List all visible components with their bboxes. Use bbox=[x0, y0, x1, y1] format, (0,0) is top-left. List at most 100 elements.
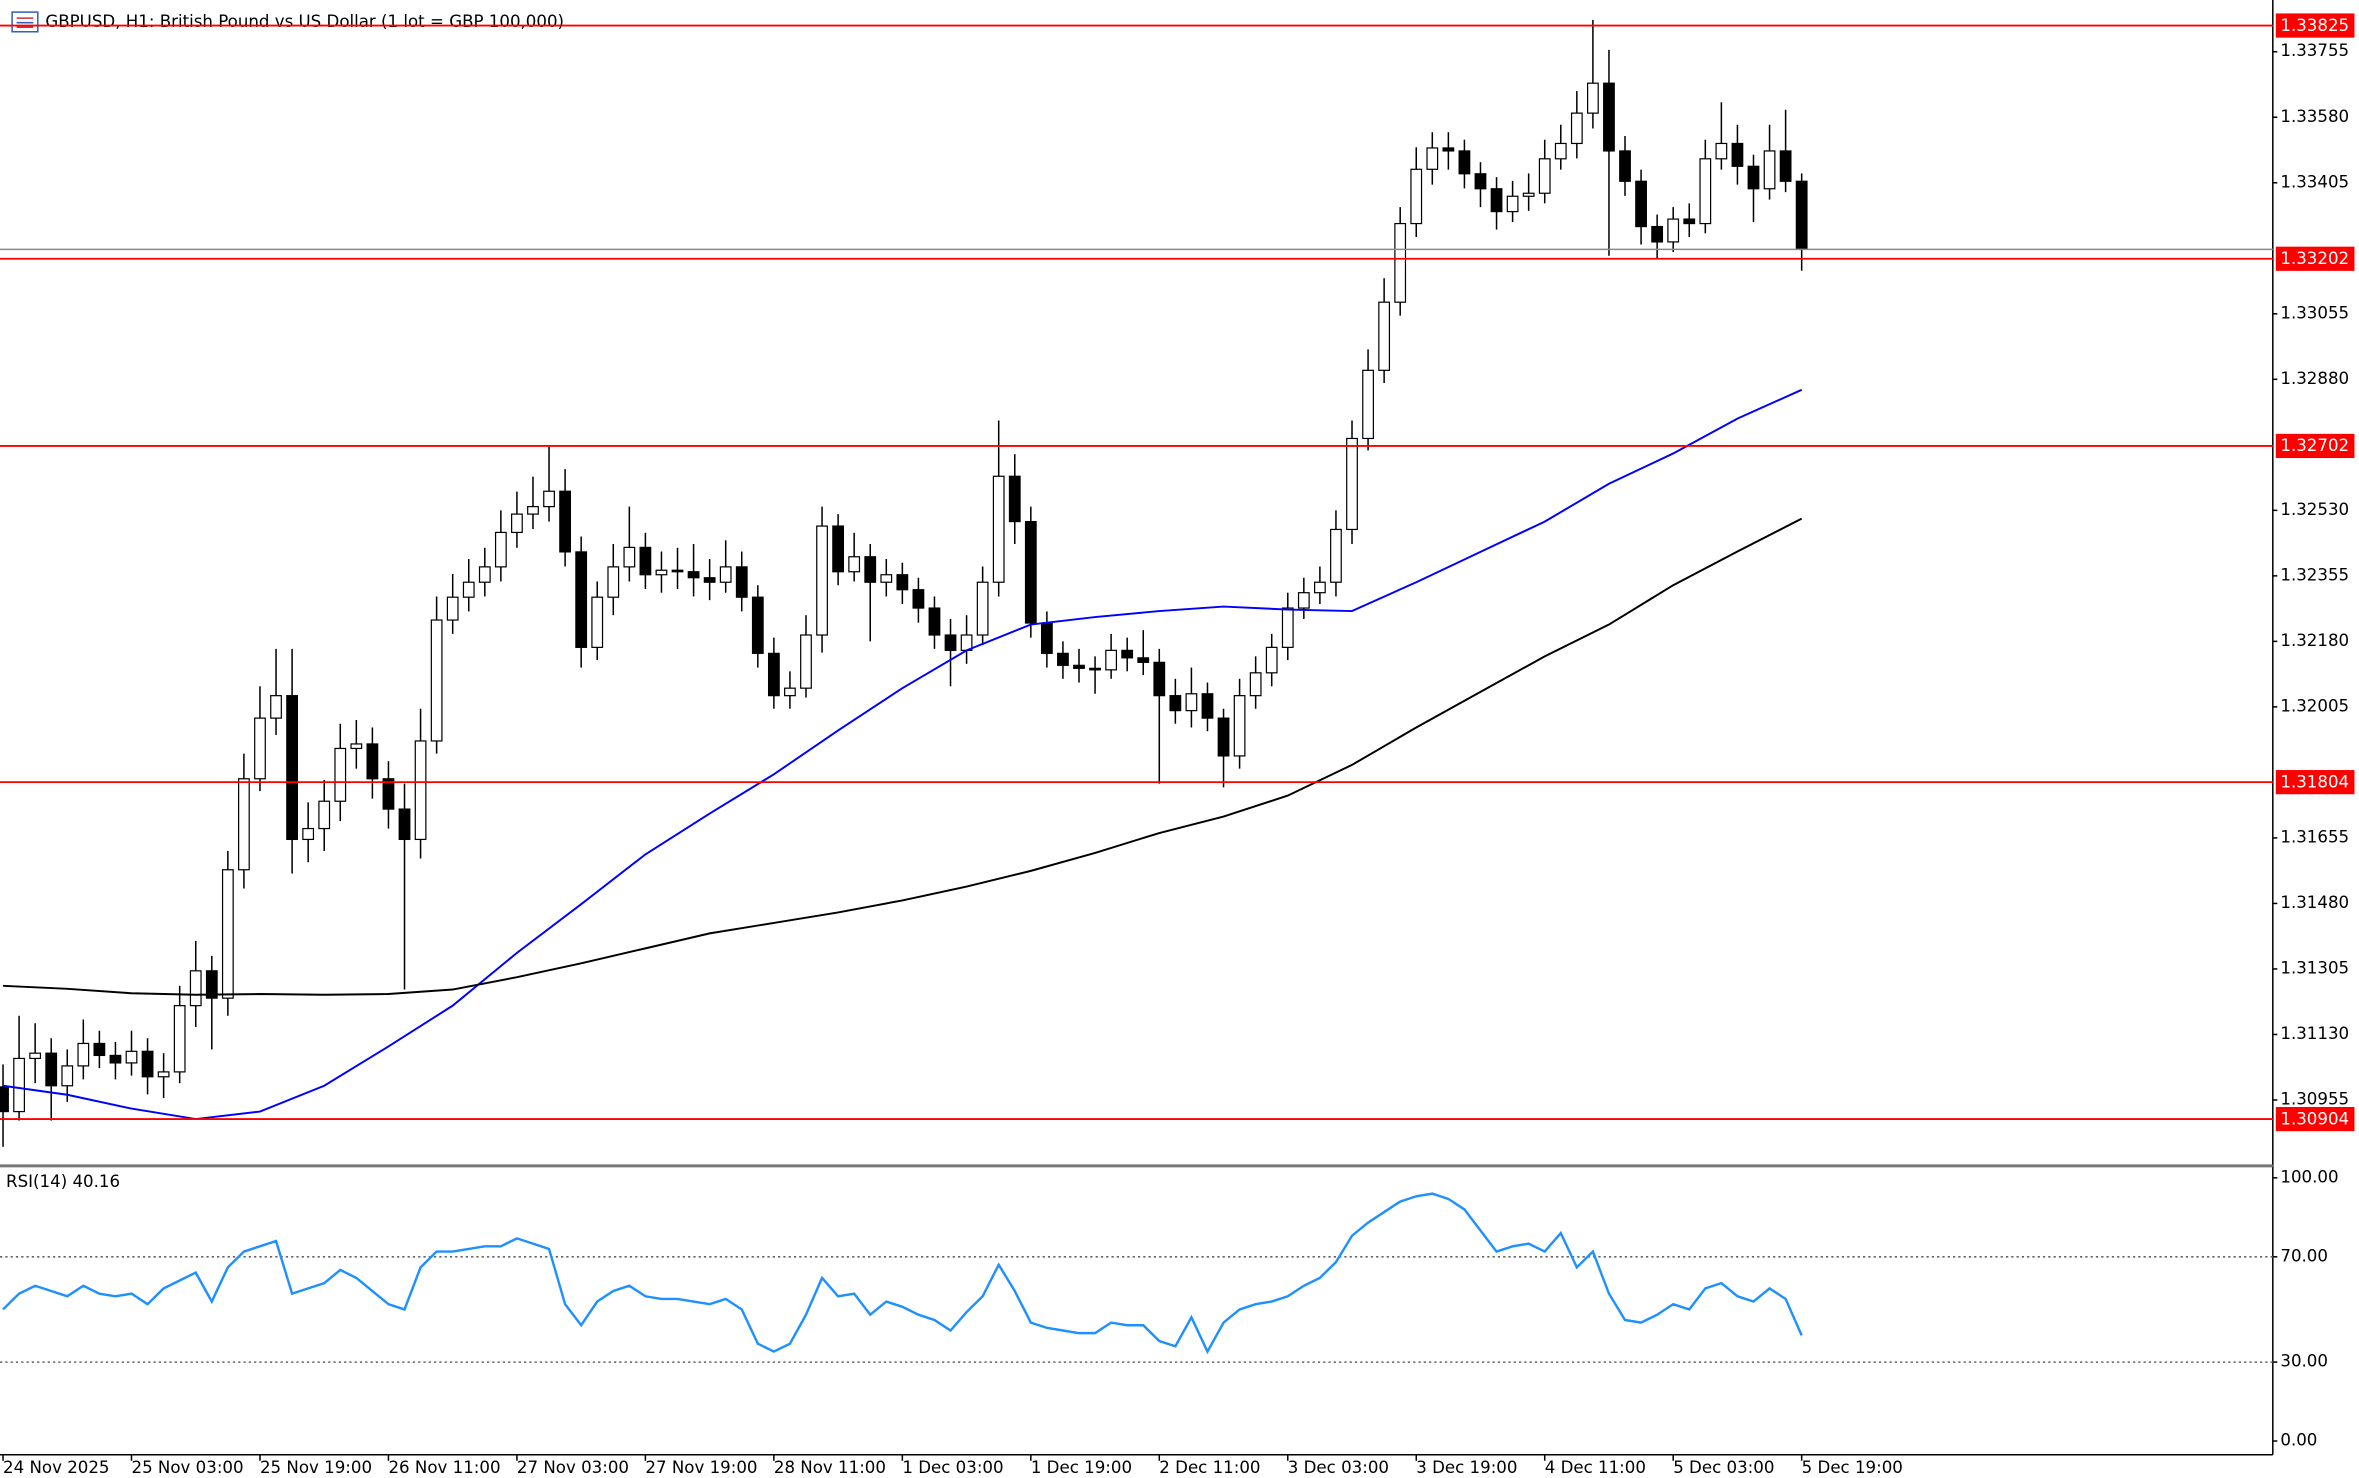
y-tick-label: 1.31130 bbox=[2280, 1024, 2349, 1043]
candle-body bbox=[1362, 369, 1374, 440]
candle-body bbox=[1474, 173, 1487, 190]
candle-body bbox=[944, 634, 957, 651]
candle-body bbox=[125, 1050, 138, 1064]
candle-body bbox=[1169, 695, 1182, 712]
x-tick-label: 26 Nov 11:00 bbox=[388, 1458, 500, 1477]
moving-average bbox=[2, 388, 1803, 1121]
candle-body bbox=[687, 571, 700, 579]
level-label: 1.33202 bbox=[2280, 249, 2349, 268]
candle-body bbox=[1731, 142, 1744, 167]
candle-body bbox=[719, 566, 732, 583]
candle-body bbox=[1201, 693, 1214, 719]
candle-body bbox=[494, 531, 507, 568]
y-tick-label: 100.00 bbox=[2280, 1167, 2338, 1186]
candle-body bbox=[1603, 82, 1615, 152]
candle-body bbox=[1570, 112, 1583, 145]
candle-body bbox=[446, 596, 459, 621]
candle-body bbox=[478, 566, 491, 583]
candle-body bbox=[189, 970, 202, 1007]
candle-body bbox=[1297, 592, 1310, 609]
candle-body bbox=[1699, 158, 1712, 225]
candle-body bbox=[1490, 188, 1503, 213]
candle-body bbox=[1442, 147, 1455, 152]
candle-body bbox=[334, 747, 347, 802]
candle-body bbox=[1040, 622, 1053, 654]
candle-body bbox=[238, 778, 250, 871]
candle-body bbox=[1538, 158, 1551, 194]
rsi-line bbox=[2, 1192, 1803, 1355]
candle-body bbox=[639, 546, 652, 576]
candle-body bbox=[0, 1086, 9, 1113]
candle-body bbox=[735, 566, 748, 598]
candle-body bbox=[141, 1050, 154, 1078]
candle-body bbox=[848, 556, 861, 573]
x-tick-label: 1 Dec 03:00 bbox=[902, 1458, 1003, 1477]
candle-body bbox=[928, 607, 941, 636]
candle-body bbox=[254, 717, 266, 780]
candle-body bbox=[29, 1052, 42, 1060]
y-tick-label: 1.31305 bbox=[2280, 958, 2349, 977]
candle-body bbox=[414, 740, 427, 841]
candle-body bbox=[1024, 520, 1037, 624]
candle-body bbox=[607, 566, 620, 598]
x-tick-label: 27 Nov 03:00 bbox=[517, 1458, 629, 1477]
candle-body bbox=[527, 505, 539, 515]
candle-body bbox=[1137, 657, 1150, 663]
candle-body bbox=[832, 525, 845, 573]
candle-body bbox=[350, 743, 363, 750]
level-label-box bbox=[2275, 433, 2355, 459]
candle-body bbox=[992, 475, 1005, 583]
candle-body bbox=[1378, 301, 1391, 371]
candle-body bbox=[559, 490, 572, 553]
candle-body bbox=[61, 1065, 74, 1087]
candle-body bbox=[93, 1042, 106, 1057]
x-tick-label: 1 Dec 19:00 bbox=[1031, 1458, 1132, 1477]
candle-body bbox=[1522, 192, 1535, 197]
candle-body bbox=[1779, 150, 1792, 182]
candle-body bbox=[318, 800, 331, 830]
candle-body bbox=[1506, 195, 1519, 213]
candle-body bbox=[173, 1005, 186, 1073]
candle-body bbox=[1330, 528, 1342, 583]
candle-body bbox=[1426, 147, 1439, 170]
candle-body bbox=[382, 778, 395, 810]
candle-body bbox=[1057, 652, 1069, 666]
level-label-box bbox=[2275, 770, 2355, 795]
candle-body bbox=[109, 1054, 122, 1064]
y-tick-label: 1.32530 bbox=[2280, 500, 2349, 519]
y-tick-label: 1.33405 bbox=[2280, 172, 2349, 191]
x-tick-label: 25 Nov 03:00 bbox=[132, 1458, 244, 1477]
level-label-box bbox=[2275, 1106, 2355, 1132]
y-tick-label: 1.32005 bbox=[2280, 696, 2349, 715]
candle-body bbox=[1233, 695, 1246, 757]
candle-body bbox=[751, 596, 764, 654]
candle-body bbox=[864, 556, 877, 583]
level-label: 1.31804 bbox=[2280, 772, 2349, 791]
candle-body bbox=[1747, 165, 1760, 190]
y-tick-label: 70.00 bbox=[2280, 1246, 2328, 1265]
y-tick-label: 1.33755 bbox=[2280, 41, 2349, 60]
candle-body bbox=[205, 970, 218, 999]
x-tick-label: 27 Nov 19:00 bbox=[645, 1458, 757, 1477]
candle-body bbox=[784, 687, 796, 697]
symbol-icon bbox=[11, 11, 39, 33]
candle-body bbox=[703, 577, 716, 583]
chart-title: GBPUSD, H1: British Pound vs US Dollar (… bbox=[45, 12, 564, 31]
level-label: 1.32702 bbox=[2280, 436, 2349, 455]
rsi-title: RSI(14) 40.16 bbox=[6, 1172, 120, 1191]
candle-body bbox=[1554, 142, 1567, 160]
candle-body bbox=[1667, 218, 1680, 243]
candle-body bbox=[511, 513, 523, 534]
candle-body bbox=[157, 1071, 170, 1078]
y-tick-label: 1.33580 bbox=[2280, 107, 2349, 126]
candle-body bbox=[1410, 168, 1423, 225]
candle-body bbox=[1619, 150, 1631, 182]
candle-body bbox=[1651, 225, 1664, 243]
moving-average bbox=[2, 517, 1803, 996]
candle-body bbox=[543, 490, 555, 508]
y-tick-label: 1.31655 bbox=[2280, 827, 2349, 846]
candle-body bbox=[1683, 218, 1696, 225]
x-tick-label: 24 Nov 2025 bbox=[3, 1458, 109, 1477]
